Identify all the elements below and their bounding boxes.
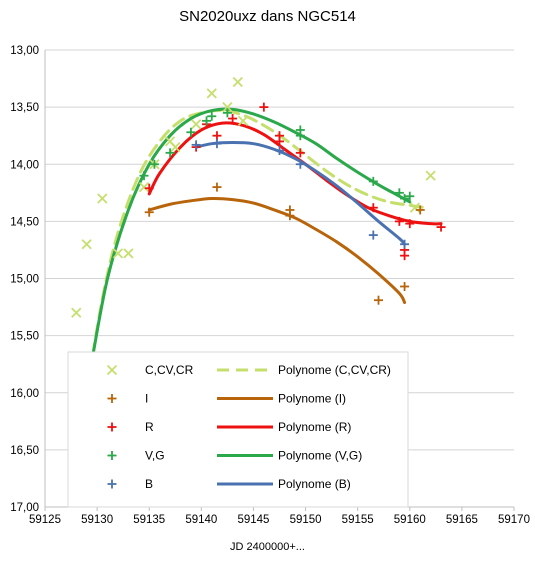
data-point-v-g bbox=[186, 127, 196, 137]
data-point-v-g bbox=[394, 188, 404, 198]
data-point-r bbox=[368, 203, 378, 213]
data-point-c-cv-cr bbox=[425, 170, 436, 181]
data-point-i bbox=[400, 281, 410, 291]
legend-label: Polynome (C,CV,CR) bbox=[278, 363, 391, 377]
data-point-v-g bbox=[368, 176, 378, 186]
legend-label: Polynome (B) bbox=[278, 477, 351, 491]
data-point-i bbox=[212, 182, 222, 192]
y-tick-label: 15,00 bbox=[10, 274, 39, 286]
data-point-r bbox=[394, 216, 404, 226]
data-point-c-cv-cr bbox=[123, 248, 134, 259]
data-point-b bbox=[191, 140, 201, 150]
data-point-r bbox=[228, 114, 238, 124]
legend-marker-b bbox=[107, 479, 117, 489]
data-point-v-g bbox=[222, 108, 232, 118]
data-point-r bbox=[436, 222, 446, 232]
data-point-r bbox=[212, 131, 222, 141]
legend: C,CV,CR Polynome (C,CV,CR) I Polynome (I) R P… bbox=[67, 351, 409, 508]
legend-label: V,G bbox=[145, 449, 165, 463]
y-tick-label: 14,00 bbox=[10, 159, 39, 171]
data-point-r bbox=[295, 148, 305, 158]
data-point-c-cv-cr bbox=[190, 119, 202, 130]
y-tick-label: 17,00 bbox=[10, 502, 39, 514]
data-point-v-g bbox=[139, 171, 149, 181]
data-point-v-g bbox=[295, 131, 305, 141]
data-point-v-g bbox=[400, 194, 410, 204]
data-point-c-cv-cr bbox=[138, 181, 150, 193]
data-point-v-g bbox=[405, 191, 415, 201]
x-tick-label: 59130 bbox=[81, 514, 113, 526]
x-tick-label: 59145 bbox=[237, 514, 269, 526]
data-point-r bbox=[144, 183, 154, 193]
y-tick-label: 13,50 bbox=[10, 102, 39, 114]
data-point-i bbox=[144, 207, 154, 217]
y-tick-label: 13,00 bbox=[10, 45, 39, 57]
x-tick-label: 59140 bbox=[185, 514, 217, 526]
data-point-i bbox=[415, 205, 425, 215]
data-point-i bbox=[374, 295, 384, 305]
legend-marker-i bbox=[107, 394, 117, 403]
trendline-polynome-v-g- bbox=[90, 107, 412, 363]
data-points-group bbox=[71, 76, 446, 318]
legend-label: Polynome (V,G) bbox=[278, 449, 362, 463]
data-point-b bbox=[368, 230, 378, 240]
data-point-r bbox=[405, 219, 415, 229]
legend-box bbox=[67, 351, 409, 508]
data-point-b bbox=[275, 146, 284, 156]
legend-marker-c-cv-cr bbox=[106, 364, 118, 376]
trendline-polynome-b- bbox=[194, 141, 407, 246]
x-axis-label: JD 2400000+... bbox=[230, 541, 305, 553]
data-point-v-g bbox=[207, 111, 217, 121]
x-tick-label: 59155 bbox=[342, 514, 374, 526]
x-tick-label: 59125 bbox=[29, 514, 61, 526]
data-point-c-cv-cr bbox=[71, 307, 82, 318]
y-tick-label: 16,50 bbox=[10, 445, 39, 457]
data-point-c-cv-cr bbox=[97, 193, 108, 204]
data-point-c-cv-cr bbox=[232, 76, 243, 88]
data-point-v-g bbox=[165, 148, 175, 158]
data-point-c-cv-cr bbox=[112, 248, 124, 259]
legend-label: C,CV,CR bbox=[145, 363, 194, 377]
data-point-c-cv-cr bbox=[222, 101, 233, 113]
legend-marker-v-g bbox=[107, 451, 117, 460]
y-tick-label: 14,50 bbox=[10, 216, 39, 228]
data-point-c-cv-cr bbox=[237, 115, 249, 126]
data-point-r bbox=[259, 102, 269, 112]
trendline-polynome-r- bbox=[147, 121, 443, 226]
data-point-c-cv-cr bbox=[170, 141, 181, 153]
data-point-i bbox=[285, 211, 295, 221]
legend-label: I bbox=[145, 392, 148, 406]
data-point-r bbox=[400, 251, 410, 261]
x-tick-label: 59160 bbox=[394, 514, 426, 526]
data-point-r bbox=[275, 136, 284, 146]
trendlines-group bbox=[85, 107, 443, 395]
data-point-b bbox=[400, 239, 410, 249]
x-tick-label: 59165 bbox=[446, 514, 478, 526]
legend-label: Polynome (I) bbox=[278, 392, 346, 406]
legend-marker-r bbox=[107, 422, 117, 432]
legend-label: B bbox=[145, 477, 153, 491]
trendline-polynome-c-cv-cr- bbox=[85, 108, 427, 395]
x-tick-label: 59135 bbox=[133, 514, 165, 526]
data-point-b bbox=[212, 139, 222, 149]
legend-label: Polynome (R) bbox=[278, 420, 351, 434]
data-point-v-g bbox=[202, 116, 212, 126]
x-tick-label: 59170 bbox=[498, 514, 530, 526]
y-tick-label: 16,00 bbox=[10, 388, 39, 400]
chart-title: SN2020uxz dans NGC514 bbox=[179, 8, 356, 25]
data-point-c-cv-cr bbox=[81, 239, 92, 250]
y-tick-label: 15,50 bbox=[10, 331, 39, 343]
data-point-v-g bbox=[149, 159, 159, 169]
trendline-polynome-i- bbox=[147, 196, 407, 304]
legend-label: R bbox=[145, 420, 154, 434]
data-point-c-cv-cr bbox=[206, 88, 217, 99]
data-point-b bbox=[295, 159, 305, 169]
x-tick-label: 59150 bbox=[290, 514, 322, 526]
